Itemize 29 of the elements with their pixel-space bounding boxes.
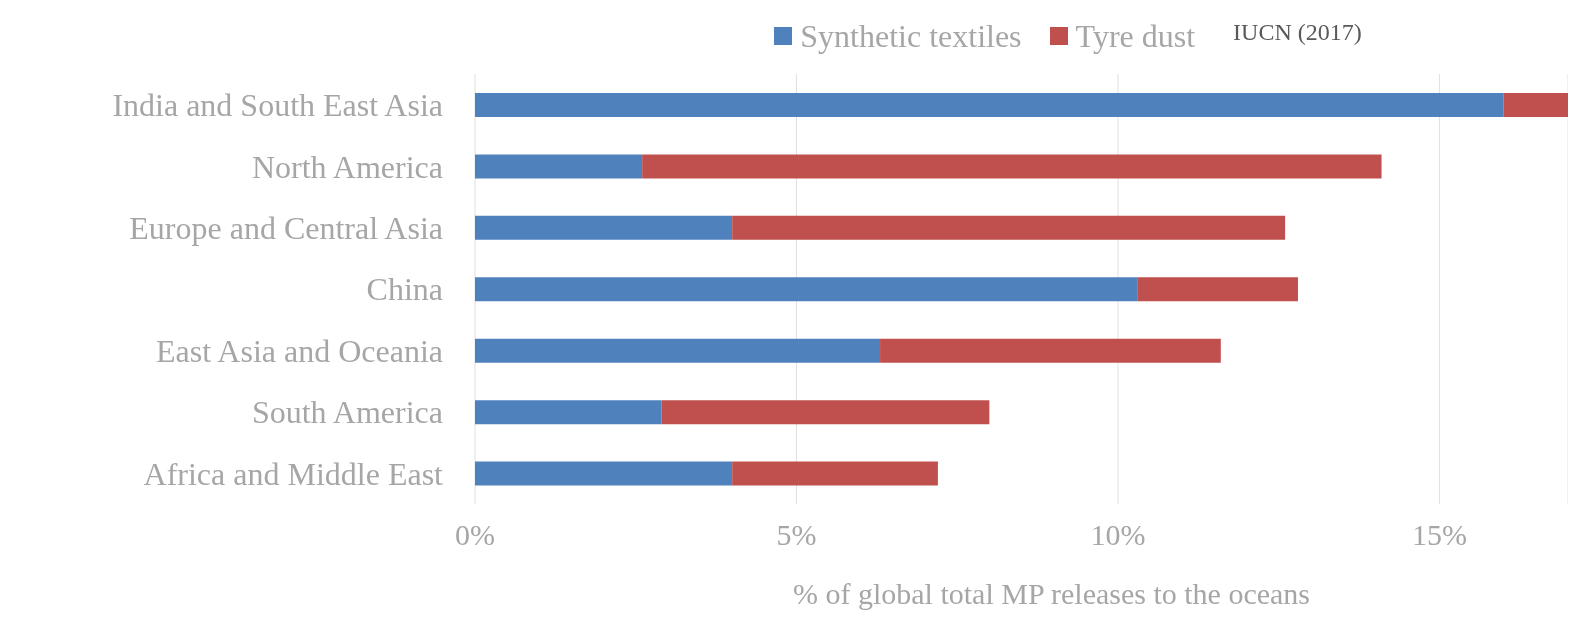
bar (661, 400, 990, 425)
bar (475, 277, 1138, 302)
y-tick-label: India and South East Asia (112, 87, 443, 124)
bar (732, 461, 938, 486)
bar (1503, 93, 1568, 117)
legend-label: Tyre dust (1075, 17, 1196, 55)
y-tick-label: South America (251, 394, 443, 431)
x-tick-label: 0% (455, 518, 495, 552)
bar (475, 154, 643, 179)
bar (880, 338, 1221, 363)
y-tick-label: Africa and Middle East (143, 455, 444, 492)
x-tick-label: 5% (776, 518, 817, 552)
x-tick-label: 10% (1090, 518, 1146, 552)
bar (475, 400, 662, 425)
y-tick-label: North America (251, 148, 443, 185)
bar (732, 215, 1286, 240)
y-tick-label: East Asia and Oceania (156, 332, 443, 369)
bar (475, 215, 733, 240)
x-axis-title: % of global total MP releases to the oceans (792, 577, 1311, 610)
bar (475, 93, 1504, 117)
bar (1137, 277, 1298, 302)
bar (475, 461, 733, 486)
y-tick-label: Europe and Central Asia (129, 209, 443, 246)
text: IUCN (2017) (1233, 18, 1362, 46)
bar (475, 338, 881, 363)
bar (642, 154, 1382, 179)
y-tick-label: China (366, 271, 443, 308)
x-tick-label: 15% (1411, 518, 1467, 552)
legend-label: Synthetic textiles (800, 17, 1022, 55)
